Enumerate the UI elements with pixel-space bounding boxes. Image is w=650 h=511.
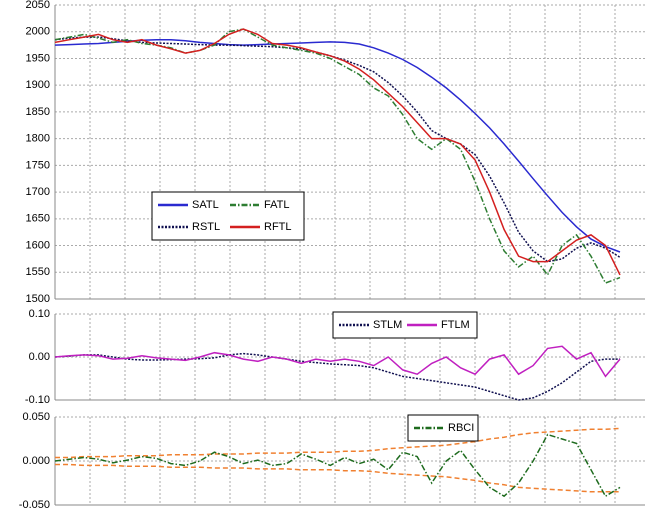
- y-tick-label: 1650: [26, 213, 50, 225]
- y-tick-label: 1950: [26, 52, 50, 64]
- y-tick-label: 1500: [26, 293, 50, 305]
- y-tick-label: -0.10: [25, 394, 50, 406]
- y-tick-label: 1900: [26, 79, 50, 91]
- legend-box: [151, 191, 305, 241]
- y-tick-label: 2050: [26, 0, 50, 11]
- legend-label: FTLM: [441, 319, 470, 331]
- legend-label: RSTL: [192, 221, 220, 233]
- legend-label: FATL: [264, 199, 289, 211]
- series-line: [54, 38, 621, 253]
- y-tick-label: 1750: [26, 159, 50, 171]
- legend-label: RFTL: [264, 221, 292, 233]
- y-tick-label: -0.050: [19, 499, 50, 511]
- y-tick-label: 0.000: [22, 455, 50, 467]
- y-tick-label: 1850: [26, 106, 50, 118]
- series-line: [55, 427, 621, 459]
- legend-label: SATL: [192, 199, 219, 211]
- series-line: [54, 36, 621, 263]
- series-line: [54, 433, 621, 498]
- series-line: [55, 463, 620, 493]
- y-tick-label: 0.00: [29, 351, 50, 363]
- y-tick-label: 0.050: [22, 411, 50, 423]
- y-tick-label: 1700: [26, 186, 50, 198]
- legend-label: STLM: [373, 319, 402, 331]
- series-line: [54, 28, 621, 276]
- y-tick-label: 0.10: [29, 308, 50, 320]
- y-tick-label: 1800: [26, 133, 50, 145]
- series-line: [54, 28, 621, 284]
- y-tick-label: 1550: [26, 266, 50, 278]
- series-line: [54, 352, 620, 401]
- y-tick-label: 2000: [26, 26, 50, 38]
- legend-label: RBCI: [448, 422, 474, 434]
- series-line: [54, 345, 621, 378]
- y-tick-label: 1600: [26, 239, 50, 251]
